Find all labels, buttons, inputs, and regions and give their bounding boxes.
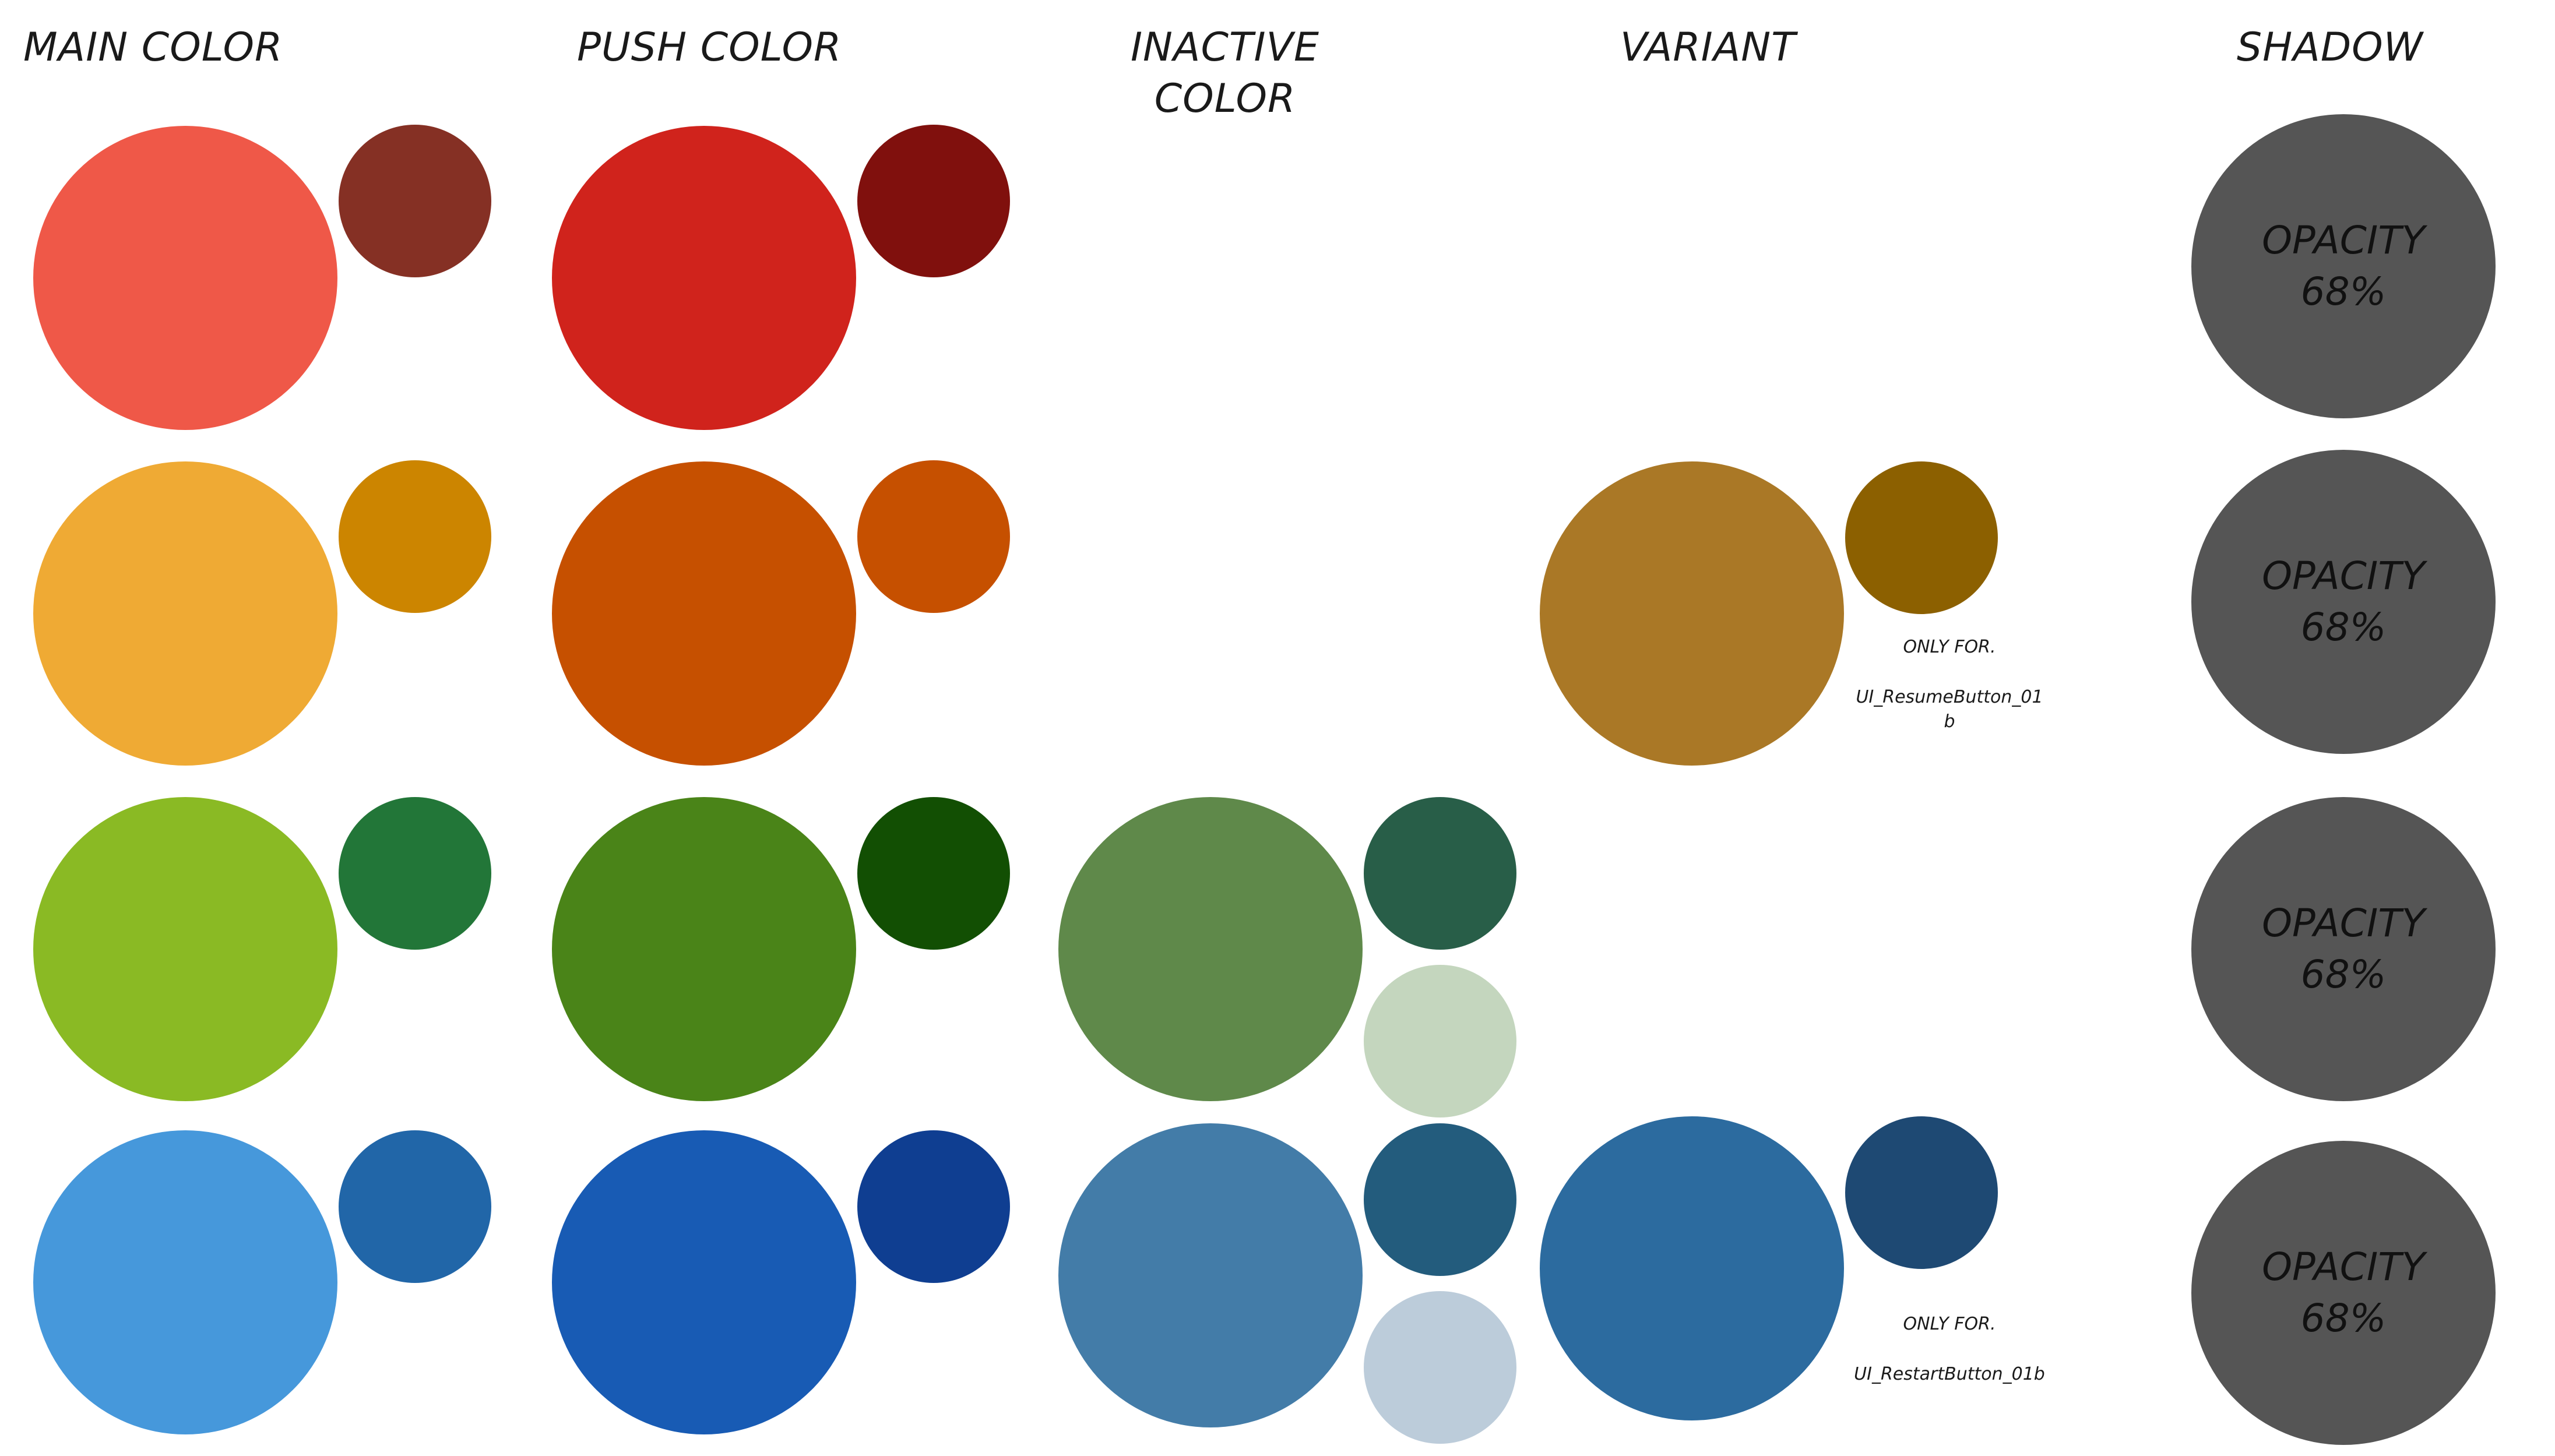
shadow-swatch-row4: OPACITY 68%: [2191, 1141, 2496, 1445]
shadow-opacity-label-row4: OPACITY: [2262, 1245, 2425, 1289]
swatch-row4-inactive: [1058, 1123, 1363, 1427]
swatch-row1-push: [552, 126, 856, 430]
note-resume-line3: b: [1944, 711, 1955, 732]
note-restart-line1: ONLY FOR.: [1903, 1314, 1996, 1334]
swatch-row4-variant-accent: [1845, 1116, 1998, 1269]
header-main-color: MAIN COLOR: [23, 24, 283, 70]
swatch-row2-variant-accent: [1845, 461, 1998, 614]
swatch-row4-push-accent: [857, 1130, 1010, 1283]
note-restart-line2: UI_RestartButton_01b: [1854, 1364, 2045, 1384]
note-resume-button: ONLY FOR. UI_ResumeButton_01 b: [1839, 635, 2060, 734]
shadow-opacity-label-row1: OPACITY: [2262, 218, 2425, 263]
swatch-row4-push: [552, 1130, 856, 1434]
swatch-row2-push-accent: [857, 460, 1010, 613]
header-inactive-line1: INACTIVE: [1131, 24, 1319, 70]
shadow-opacity-value-row3: 68%: [2300, 952, 2387, 997]
swatch-row2-main: [33, 461, 337, 766]
shadow-opacity-value-row1: 68%: [2300, 269, 2387, 314]
swatch-row4-main: [33, 1130, 337, 1434]
shadow-opacity-value-row4: 68%: [2300, 1296, 2387, 1341]
swatch-row4-variant: [1540, 1116, 1844, 1420]
swatch-row2-main-accent: [339, 460, 491, 613]
shadow-swatch-row1: OPACITY 68%: [2191, 114, 2496, 418]
header-inactive-line2: COLOR: [1154, 76, 1296, 122]
swatch-row1-main: [33, 126, 337, 430]
shadow-opacity-value-row2: 68%: [2300, 605, 2387, 650]
header-push-color: PUSH COLOR: [577, 24, 842, 70]
swatch-row4-inactive-accent: [1364, 1123, 1516, 1276]
swatch-row3-main: [33, 797, 337, 1101]
swatch-row3-push-accent: [857, 797, 1010, 950]
swatch-row3-inactive-light: [1364, 965, 1516, 1117]
shadow-opacity-label-row2: OPACITY: [2262, 554, 2425, 598]
header-variant: VARIANT: [1620, 24, 1796, 70]
note-restart-button: ONLY FOR. UI_RestartButton_01b: [1839, 1312, 2060, 1387]
swatch-row4-inactive-light: [1364, 1291, 1516, 1444]
swatch-row2-push: [552, 461, 856, 766]
header-inactive-color: INACTIVE COLOR: [1131, 22, 1319, 125]
swatch-row1-push-accent: [857, 125, 1010, 277]
shadow-opacity-label-row3: OPACITY: [2262, 901, 2425, 946]
swatch-row3-inactive-accent: [1364, 797, 1516, 950]
swatch-row2-variant: [1540, 461, 1844, 766]
shadow-swatch-row3: OPACITY 68%: [2191, 797, 2496, 1101]
header-shadow: SHADOW: [2237, 24, 2423, 70]
shadow-swatch-row2: OPACITY 68%: [2191, 450, 2496, 754]
swatch-row3-push: [552, 797, 856, 1101]
note-resume-line1: ONLY FOR.: [1903, 637, 1996, 657]
swatch-row3-main-accent: [339, 797, 491, 950]
swatch-row1-main-accent: [339, 125, 491, 277]
swatch-row3-inactive: [1058, 797, 1363, 1101]
note-resume-line2: UI_ResumeButton_01: [1856, 687, 2043, 707]
swatch-row4-main-accent: [339, 1130, 491, 1283]
